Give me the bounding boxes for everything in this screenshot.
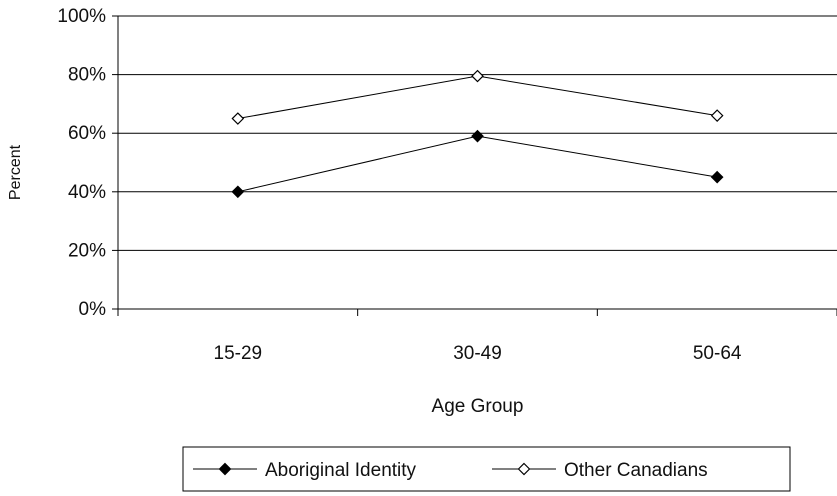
- legend: Aboriginal Identity Other Canadians: [182, 446, 791, 492]
- x-tick-label: 15-29: [214, 343, 263, 364]
- x-tick-label: 50-64: [693, 343, 742, 364]
- legend-box: [182, 446, 791, 492]
- series-line-other-canadians: [237, 75, 718, 120]
- y-tick-label: 20%: [68, 240, 106, 261]
- y-tick-label: 40%: [68, 182, 106, 203]
- y-tick-label: 60%: [68, 123, 106, 144]
- x-axis-ticks: 15-29 30-49 50-64: [117, 309, 837, 364]
- y-tick-label: 80%: [68, 65, 106, 86]
- y-axis-ticks: 0% 20% 40% 60% 80% 100%: [57, 6, 118, 320]
- axes: [117, 16, 837, 310]
- y-tick-label: 100%: [57, 6, 106, 27]
- data-point-aboriginal-identity-50-64: [710, 170, 724, 184]
- data-point-aboriginal-identity-15-29: [231, 185, 245, 199]
- data-point-other-canadians-50-64: [710, 109, 724, 122]
- series-line-aboriginal-identity: [237, 135, 718, 193]
- data-point-other-canadians-15-29: [231, 112, 245, 125]
- data-point-aboriginal-identity-30-49: [471, 129, 484, 143]
- x-axis-label: Age Group: [432, 396, 524, 417]
- legend-marker-other-canadians: [517, 462, 531, 476]
- series-group: [231, 69, 724, 199]
- y-axis-label: Percent: [7, 144, 24, 200]
- data-point-other-canadians-30-49: [471, 69, 484, 83]
- y-tick-label: 0%: [79, 299, 107, 320]
- legend-marker-aboriginal-identity: [218, 462, 232, 476]
- legend-label-aboriginal-identity: Aboriginal Identity: [265, 460, 417, 481]
- legend-label-other-canadians: Other Canadians: [564, 460, 708, 481]
- x-tick-label: 30-49: [453, 343, 502, 364]
